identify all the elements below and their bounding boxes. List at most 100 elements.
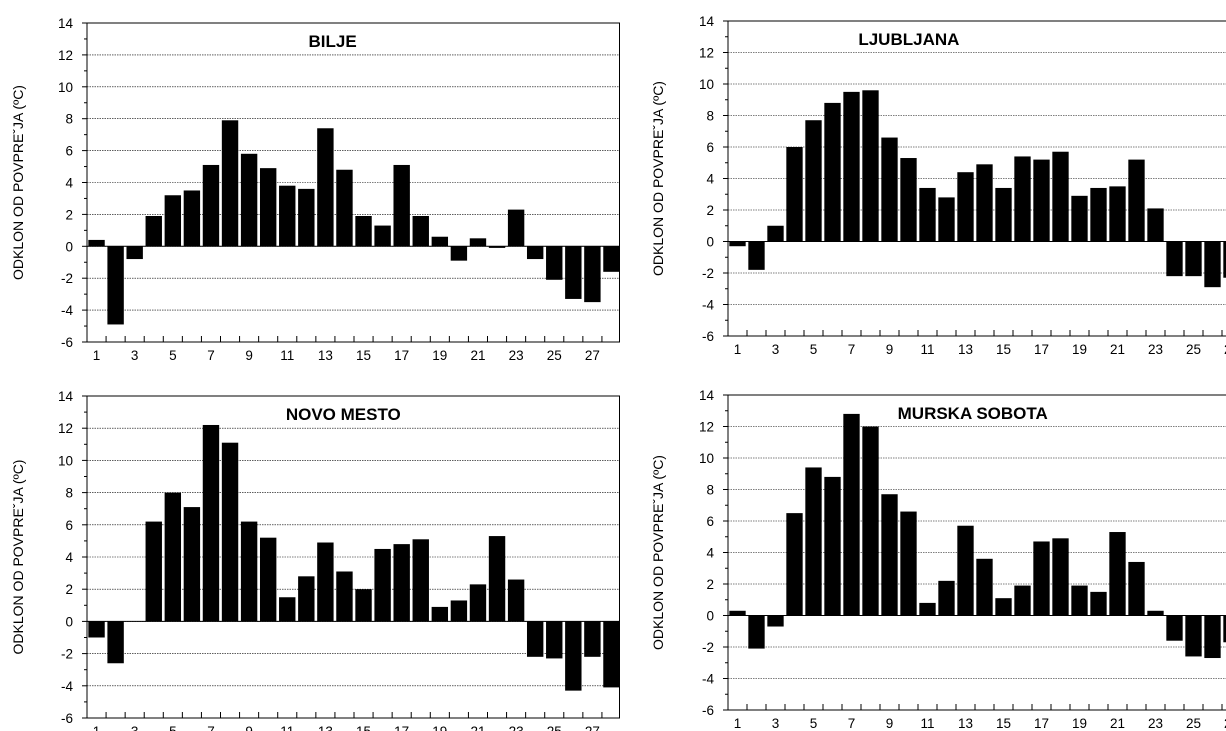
bar-day-12 [298,576,315,622]
chart-murska-sobota: -6-4-20246810121413579111315171921232527… [650,388,1226,731]
bar-day-17 [1033,159,1050,242]
x-tick-label: 11 [920,342,934,357]
x-tick-label: 27 [585,348,600,363]
y-tick-label: 2 [706,577,714,592]
bar-day-18 [412,539,429,622]
bar-day-14 [976,558,993,616]
bar-day-5 [805,467,822,616]
bar-day-18 [1052,151,1069,242]
y-tick-label: 10 [699,451,714,466]
bar-day-27 [584,621,601,657]
bar-day-26 [565,621,582,691]
bar-day-8 [221,120,239,247]
x-tick-label: 27 [1224,342,1226,357]
bar-day-24 [526,621,544,657]
x-tick-label: 13 [958,716,973,731]
bar-day-6 [824,476,841,616]
x-tick-label: 25 [547,724,562,731]
bar-day-22 [488,246,506,248]
x-tick-label: 19 [432,724,447,731]
bar-day-3 [767,615,784,627]
bar-day-3 [767,225,784,242]
y-tick-label: 4 [706,172,714,187]
bar-day-11 [279,185,296,247]
x-tick-label: 25 [1186,342,1201,357]
y-tick-label: 2 [706,203,714,218]
x-tick-label: 21 [1110,342,1125,357]
bar-day-18 [412,215,429,247]
x-tick-label: 19 [1072,342,1087,357]
bar-day-21 [1109,532,1126,616]
bar-day-1 [729,241,746,247]
x-tick-label: 3 [772,716,780,731]
y-tick-label: 4 [65,550,73,565]
bar-day-13 [317,542,334,622]
y-tick-label: 12 [699,46,714,61]
bar-day-10 [900,158,917,242]
x-tick-label: 7 [207,724,215,731]
x-tick-label: 11 [280,348,294,363]
x-tick-label: 25 [1186,716,1201,731]
y-tick-label: 8 [65,112,73,127]
bar-day-9 [240,521,258,622]
x-tick-label: 27 [585,724,600,731]
bar-day-22 [1128,159,1145,242]
bar-day-4 [786,147,803,242]
x-tick-label: 19 [1072,716,1087,731]
bar-day-20 [1090,591,1107,616]
bar-day-28 [603,621,620,688]
bar-day-7 [202,164,220,247]
bar-day-23 [507,579,525,622]
bar-day-6 [183,507,201,622]
y-tick-label: -6 [702,703,714,718]
bar-day-19 [431,236,449,247]
y-tick-label: 6 [65,518,73,533]
x-tick-label: 13 [318,724,333,731]
x-tick-label: 5 [810,342,818,357]
x-tick-label: 9 [245,724,253,731]
y-tick-label: 14 [699,388,715,403]
bar-day-24 [526,246,544,260]
x-tick-label: 11 [280,724,294,731]
bar-day-27 [584,246,601,303]
y-tick-label: -6 [61,335,73,350]
bar-day-25 [546,621,563,659]
x-tick-label: 23 [509,348,524,363]
x-tick-label: 21 [1110,716,1125,731]
y-tick-label: 6 [706,514,714,529]
bar-day-3 [126,246,143,260]
bar-day-1 [88,621,105,638]
x-tick-label: 3 [131,724,139,731]
x-tick-label: 17 [1034,342,1049,357]
bar-day-26 [565,246,582,299]
y-tick-label: -4 [61,679,73,694]
bar-day-2 [748,241,765,270]
bar-day-14 [336,169,353,247]
bar-day-4 [786,513,803,616]
y-tick-label: 14 [58,389,74,404]
x-tick-label: 15 [996,342,1011,357]
bar-day-12 [298,188,315,247]
y-axis-title: ODKLON OD POVPREˇJA (ºC) [10,460,26,655]
y-tick-label: -2 [702,640,714,655]
chart-title: MURSKA SOBOTA [898,404,1048,423]
bar-day-9 [881,494,898,616]
y-axis-title: ODKLON OD POVPREˇJA (ºC) [650,81,666,276]
y-tick-label: -2 [702,266,714,281]
x-tick-label: 17 [394,724,409,731]
bar-day-28 [603,246,620,272]
bar-day-9 [881,137,898,242]
x-tick-label: 5 [169,348,177,363]
bar-day-23 [1147,208,1164,242]
bar-day-13 [317,128,334,247]
x-tick-label: 1 [93,348,101,363]
bar-day-15 [995,598,1012,616]
chart-title: LJUBLJANA [858,30,959,49]
bar-day-8 [862,426,879,616]
bar-day-24 [1166,241,1183,277]
bar-day-11 [279,597,296,622]
bar-day-20 [450,600,468,622]
bar-day-19 [1071,195,1088,242]
bar-day-23 [507,209,525,247]
